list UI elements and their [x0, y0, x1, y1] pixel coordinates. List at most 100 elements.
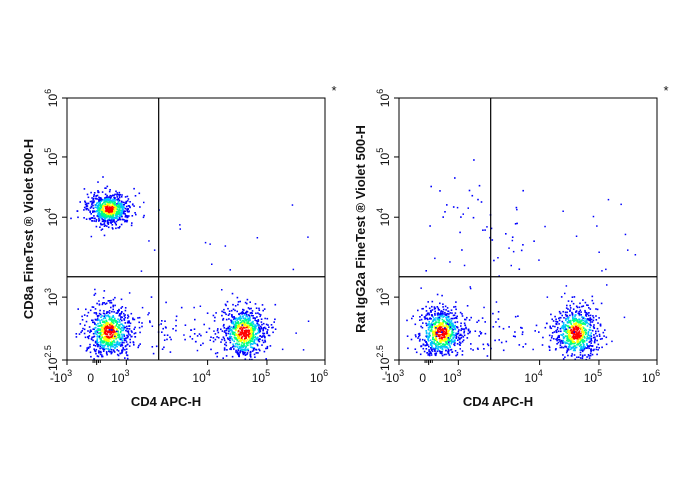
event-dot: [568, 345, 570, 348]
x-tick-label: 106: [310, 368, 328, 385]
event-dot: [447, 332, 450, 335]
event-dot: [121, 329, 123, 332]
event-dot: [605, 336, 608, 339]
event-dot: [266, 347, 269, 350]
event-dot: [585, 322, 588, 324]
event-dot: [103, 215, 106, 218]
event-dot: [259, 349, 261, 352]
event-dot: [213, 330, 215, 332]
event-dot: [70, 217, 72, 220]
event-dot: [108, 315, 111, 318]
event-dot: [124, 220, 126, 223]
event-dot: [565, 285, 568, 287]
event-dot: [440, 323, 443, 325]
event-dot: [166, 338, 168, 341]
event-dot: [110, 221, 113, 223]
event-dot: [235, 325, 237, 327]
event-dot: [493, 259, 495, 262]
event-dot: [572, 325, 574, 327]
event-dot: [259, 328, 261, 331]
event-dot: [576, 344, 578, 346]
event-dot: [120, 211, 123, 214]
event-dot: [115, 338, 117, 340]
event-dot: [253, 336, 255, 339]
event-dot: [118, 210, 120, 213]
event-dot: [581, 339, 584, 341]
event-dot: [590, 334, 592, 336]
event-dot: [118, 308, 120, 311]
event-dot: [576, 332, 578, 334]
event-dot: [228, 330, 230, 333]
event-dot: [439, 324, 441, 326]
event-dot: [434, 335, 436, 337]
event-dot: [574, 325, 577, 327]
event-dot: [134, 195, 137, 197]
event-dot: [126, 321, 129, 324]
event-dot: [120, 338, 123, 341]
event-dot: [273, 321, 275, 323]
event-dot: [107, 345, 109, 347]
event-dot: [425, 270, 427, 272]
event-dot: [558, 323, 560, 325]
event-dot: [103, 204, 105, 207]
event-dot: [444, 331, 447, 334]
event-dot: [454, 342, 456, 344]
event-dot: [116, 192, 118, 194]
event-dot: [252, 337, 254, 340]
event-dot: [566, 311, 568, 314]
event-dot: [568, 343, 570, 345]
event-dot: [172, 328, 174, 330]
event-dot: [589, 340, 592, 342]
event-dot: [106, 208, 108, 210]
event-dot: [107, 339, 110, 341]
event-dot: [235, 329, 237, 332]
event-dot: [94, 322, 96, 325]
event-dot: [446, 323, 449, 325]
event-dot: [592, 302, 595, 305]
event-dot: [112, 215, 114, 217]
event-dot: [163, 334, 166, 336]
event-dot: [582, 333, 585, 335]
event-dot: [164, 320, 166, 322]
event-dot: [85, 207, 87, 210]
event-dot: [497, 311, 500, 313]
event-dot: [250, 314, 253, 317]
event-dot: [263, 326, 266, 329]
event-dot: [583, 323, 586, 325]
event-dot: [128, 321, 130, 324]
event-dot: [242, 323, 244, 325]
event-dot: [433, 333, 436, 335]
event-dot: [583, 332, 585, 334]
event-dot: [250, 346, 252, 348]
event-dot: [486, 355, 489, 357]
event-dot: [445, 318, 448, 320]
event-dot: [249, 319, 251, 322]
event-dot: [463, 330, 466, 332]
event-dot: [462, 213, 464, 215]
event-dot: [440, 342, 442, 345]
event-dot: [281, 348, 284, 351]
event-dot: [91, 220, 93, 222]
event-dot: [110, 213, 113, 216]
event-dot: [251, 310, 254, 312]
event-dot: [113, 341, 116, 343]
event-dot: [447, 310, 450, 313]
event-dot: [99, 341, 102, 344]
event-dot: [236, 343, 239, 346]
event-dot: [110, 219, 112, 221]
event-dot: [587, 304, 589, 307]
event-dot: [461, 315, 464, 317]
event-dot: [445, 309, 447, 311]
event-dot: [435, 347, 437, 349]
event-dot: [567, 319, 570, 322]
event-dot: [108, 196, 110, 198]
event-dot: [579, 337, 582, 340]
event-dot: [250, 312, 252, 314]
event-dot: [600, 302, 603, 305]
event-dot: [456, 351, 459, 354]
event-dot: [102, 302, 104, 304]
event-dot: [175, 319, 177, 322]
event-dot: [434, 352, 436, 355]
event-dot: [230, 347, 232, 349]
